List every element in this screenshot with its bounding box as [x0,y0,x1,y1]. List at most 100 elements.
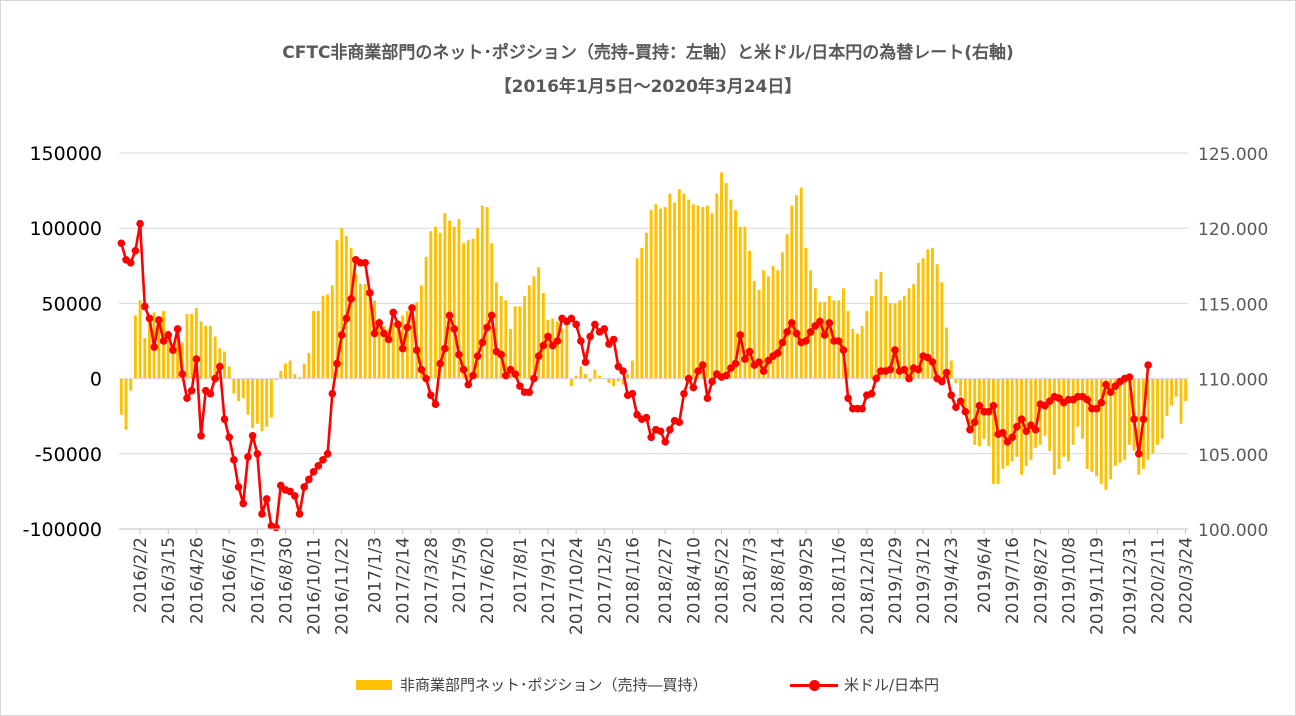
bar [396,319,400,379]
bar [335,240,339,379]
bar [1052,378,1056,475]
bar [133,315,137,379]
line-point [867,389,876,398]
bar [471,238,475,379]
line-point [534,352,543,360]
bar [476,228,480,379]
line-point [117,239,126,248]
line-point [384,335,393,344]
bar [738,226,742,379]
bar [916,262,920,379]
line-point [577,337,585,345]
line-point [553,337,562,345]
bar [199,321,203,379]
bar [377,318,381,379]
line-point [914,365,923,374]
line-point [764,356,773,365]
line-point [609,335,618,344]
line-point [989,401,998,410]
line-point [140,302,149,311]
bar [743,226,747,379]
line-point [886,365,895,374]
x-tick-label: 2018/9/25 [797,537,817,624]
legend-label-net-position: 非商業部門ネット･ポジション（売持―買持） [400,676,708,694]
line-point [342,314,351,323]
bar [129,378,133,391]
line-point [305,475,313,484]
bar [537,267,541,379]
line-point [591,320,599,329]
line-point [722,371,730,380]
bar [954,378,958,384]
bar [926,249,930,379]
bar [157,322,161,379]
bar [724,183,728,379]
line-point [656,427,665,436]
x-tick-label: 2017/2/14 [394,537,414,624]
bar [1085,378,1089,469]
line-point [802,337,810,345]
bar [354,273,358,379]
line-point [234,483,243,491]
bar [668,193,672,379]
bar [677,189,681,379]
bar [1109,378,1113,480]
line-point [811,322,820,330]
bar [448,220,451,379]
line-point [633,410,641,419]
line-point [1041,401,1049,410]
line-point [961,407,970,416]
line-point [1125,373,1134,381]
bar [485,207,489,379]
line-point [478,338,487,347]
bar [1137,378,1141,475]
line-point [412,346,421,354]
bar [462,243,466,379]
bar [119,378,123,415]
legend-item-net-position: 非商業部門ネット･ポジション（売持―買持） [356,674,708,695]
x-tick-label: 2017/5/9 [450,537,470,613]
line-point [999,428,1007,437]
line-point [1022,427,1031,436]
line-point [220,415,229,424]
bar [171,348,175,379]
bar [382,325,386,379]
line-point [516,382,524,390]
bar [574,375,578,379]
bar [776,270,780,379]
bar [321,295,325,379]
line-point [806,328,815,336]
bar [752,280,756,379]
bar [344,235,348,379]
line-point [216,362,224,371]
line-point [473,352,482,360]
bar [546,319,550,379]
bar [663,207,667,379]
line-point [441,344,449,353]
x-tick-label: 2018/7/3 [741,537,761,613]
bar [143,337,147,379]
line-point [684,374,693,383]
x-tick-label: 2016/8/30 [276,537,296,624]
x-tick-label: 2019/4/23 [942,537,962,624]
line-point [155,316,163,324]
line-point [544,332,552,341]
bar [190,313,194,379]
line-point [506,365,515,374]
bar [565,324,569,379]
bar [874,279,878,379]
x-axis: 2016/2/2 2016/3/15 2016/4/26 2016/6/7 2016/7… [119,528,1197,635]
bar [302,363,306,379]
bar [457,219,461,379]
line-point [286,487,294,496]
bar [251,378,255,429]
bar [260,378,264,432]
bar [532,276,536,379]
line-point [1102,380,1110,389]
left-tick-label: -50000 [35,444,102,466]
bar [316,310,320,379]
bar [720,172,723,379]
bar [246,378,250,415]
bar [391,322,395,379]
bar [1076,378,1080,427]
